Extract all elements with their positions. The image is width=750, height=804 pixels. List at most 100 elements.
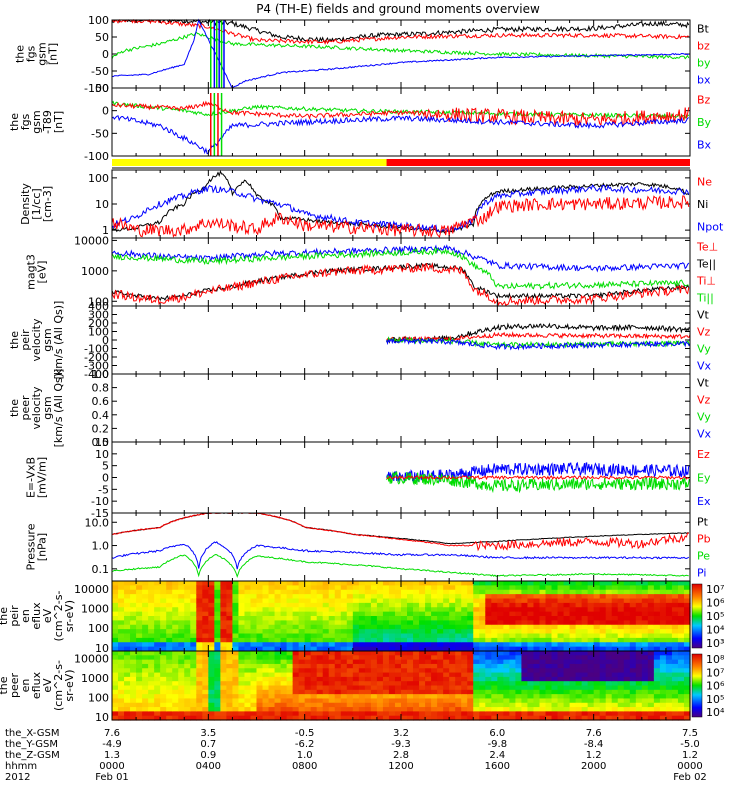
spectrogram-cell [124, 685, 131, 691]
spectrogram-cell [593, 655, 601, 661]
spectrogram-cell [268, 715, 276, 721]
spectrogram-cell [172, 602, 179, 608]
y-tick-label: 0.1 [92, 563, 110, 576]
spectrogram-cell [599, 659, 607, 665]
spectrogram-cell [298, 607, 306, 613]
spectrogram-cell [485, 598, 492, 604]
spectrogram-cell [581, 633, 589, 639]
spectrogram-cell [334, 581, 342, 586]
spectrogram-cell [244, 672, 252, 678]
spectrogram-cell [148, 585, 155, 591]
spectrogram-cell [160, 694, 167, 700]
spectrogram-cell [376, 598, 384, 604]
spectrogram-cell [340, 589, 348, 595]
spectrogram-cell [659, 581, 667, 586]
spectrogram-cell [437, 581, 444, 586]
spectrogram-cell [665, 651, 673, 656]
spectrogram-cell [425, 633, 432, 639]
series-bt [111, 18, 690, 43]
spectrogram-cell [509, 707, 516, 712]
legend-bz: Bz [697, 93, 711, 106]
spectrogram-cell [551, 676, 559, 682]
spectrogram-cell [112, 585, 119, 591]
spectrogram-cell [509, 689, 516, 695]
spectrogram-cell [280, 668, 288, 674]
spectrogram-cell [262, 611, 270, 617]
spectrogram-cell [683, 676, 691, 682]
spectrogram-cell [172, 585, 179, 591]
spectrogram-cell [112, 620, 119, 626]
spectrogram-cell [256, 646, 264, 652]
spectrogram-cell [593, 598, 601, 604]
spectrogram-cell [575, 616, 583, 621]
spectrogram-cell [250, 655, 258, 661]
spectrogram-cell [214, 659, 221, 665]
spectrogram-cell [178, 589, 185, 595]
xaxis-date-end: Feb 02 [673, 772, 707, 783]
spectrogram-cell [605, 594, 613, 600]
spectrogram-cell [310, 602, 318, 608]
spectrogram-cell [539, 707, 547, 712]
spectrogram-cell [220, 629, 227, 635]
spectrogram-cell [671, 629, 679, 635]
spectrogram-cell [262, 598, 270, 604]
spectrogram-cell [581, 668, 589, 674]
spectrogram-cell [370, 663, 378, 669]
spectrogram-cell [503, 589, 510, 595]
spectrogram-cell [148, 707, 155, 712]
spectrogram-cell [671, 611, 679, 617]
spectrogram-cell [298, 711, 306, 717]
spectrogram-cell [431, 681, 438, 687]
spectrogram-cell [473, 711, 480, 717]
spectrogram-cell [394, 624, 402, 630]
spectrogram-cell [220, 663, 227, 669]
spectrogram-cell [136, 598, 143, 604]
spectrogram-cell [334, 668, 342, 674]
spectrogram-cell [196, 616, 203, 621]
spectrogram-cell [467, 611, 474, 617]
spectrogram-cell [533, 637, 541, 643]
spectrogram-cell [545, 707, 553, 712]
spectrogram-cell [473, 676, 480, 682]
spectrogram-cell [581, 624, 589, 630]
spectrogram-cell [497, 616, 504, 621]
spectrogram-cell [641, 702, 649, 708]
spectrogram-cell [196, 611, 203, 617]
spectrogram-cell [316, 646, 324, 652]
spectrogram-cell [166, 616, 173, 621]
spectrogram-cell [503, 681, 510, 687]
spectrogram-cell [232, 637, 240, 643]
y-axis-label: gsm [41, 328, 54, 351]
spectrogram-cell [370, 637, 378, 643]
xaxis-value: 1.3 [104, 750, 120, 761]
spectrogram-cell [382, 602, 390, 608]
spectrogram-cell [232, 629, 240, 635]
spectrogram-cell [503, 668, 510, 674]
spectrogram-cell [527, 685, 535, 691]
spectrogram-cell [683, 715, 691, 721]
spectrogram-cell [310, 668, 318, 674]
spectrogram-cell [118, 707, 125, 712]
spectrogram-cell [449, 702, 456, 708]
spectrogram-cell [665, 607, 673, 613]
spectrogram-cell [527, 689, 535, 695]
spectrogram-cell [316, 642, 324, 648]
spectrogram-cell [569, 594, 577, 600]
spectrogram-cell [659, 663, 667, 669]
spectrogram-cell [238, 581, 246, 586]
spectrogram-cell [479, 633, 486, 639]
spectrogram-cell [160, 629, 167, 635]
spectrogram-cell [497, 629, 504, 635]
spectrogram-cell [364, 620, 372, 626]
spectrogram-cell [677, 655, 685, 661]
spectrogram-cell [629, 637, 637, 643]
spectrogram-cell [581, 581, 589, 586]
spectrogram-cell [304, 702, 312, 708]
series-ti-perp [111, 244, 690, 273]
spectrogram-cell [461, 681, 468, 687]
spectrogram-cell [256, 668, 264, 674]
spectrogram-cell [340, 702, 348, 708]
figure-title: P4 (TH-E) fields and ground moments over… [256, 2, 540, 16]
